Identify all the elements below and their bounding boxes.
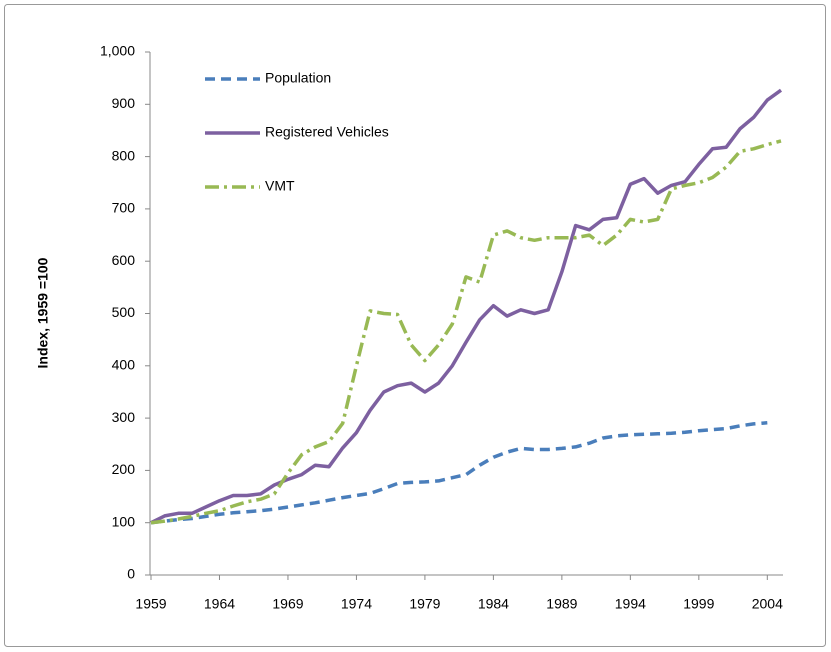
y-tick-label: 1,000 <box>100 43 135 59</box>
legend-label: Population <box>265 70 331 86</box>
y-tick-label: 800 <box>112 147 136 163</box>
series-line <box>150 88 783 525</box>
x-tick-label: 1999 <box>683 596 714 612</box>
x-tick-label: 1969 <box>272 596 303 612</box>
y-tick-label: 0 <box>127 566 135 582</box>
y-tick-label: 200 <box>112 461 136 477</box>
series-line <box>150 421 768 525</box>
y-tick-label: 900 <box>112 95 136 111</box>
y-tick-label: 500 <box>112 304 136 320</box>
x-tick-label: 2004 <box>752 596 783 612</box>
chart-border <box>4 4 826 647</box>
y-tick-label: 700 <box>112 200 136 216</box>
y-tick-label: 600 <box>112 252 136 268</box>
series-line <box>150 139 782 525</box>
x-tick-label: 1989 <box>546 596 577 612</box>
y-tick-label: 300 <box>112 409 136 425</box>
x-tick-label: 1964 <box>204 596 235 612</box>
x-tick-label: 1974 <box>341 596 372 612</box>
x-tick-label: 1994 <box>615 596 646 612</box>
x-tick-label: 1984 <box>478 596 509 612</box>
x-tick-label: 1979 <box>409 596 440 612</box>
y-tick-label: 400 <box>112 357 136 373</box>
legend-label: VMT <box>265 178 295 194</box>
legend-label: Registered Vehicles <box>265 124 389 140</box>
x-tick-label: 1959 <box>135 596 166 612</box>
y-tick-label: 100 <box>112 513 136 529</box>
y-axis-title: Index, 1959 =100 <box>35 257 51 368</box>
